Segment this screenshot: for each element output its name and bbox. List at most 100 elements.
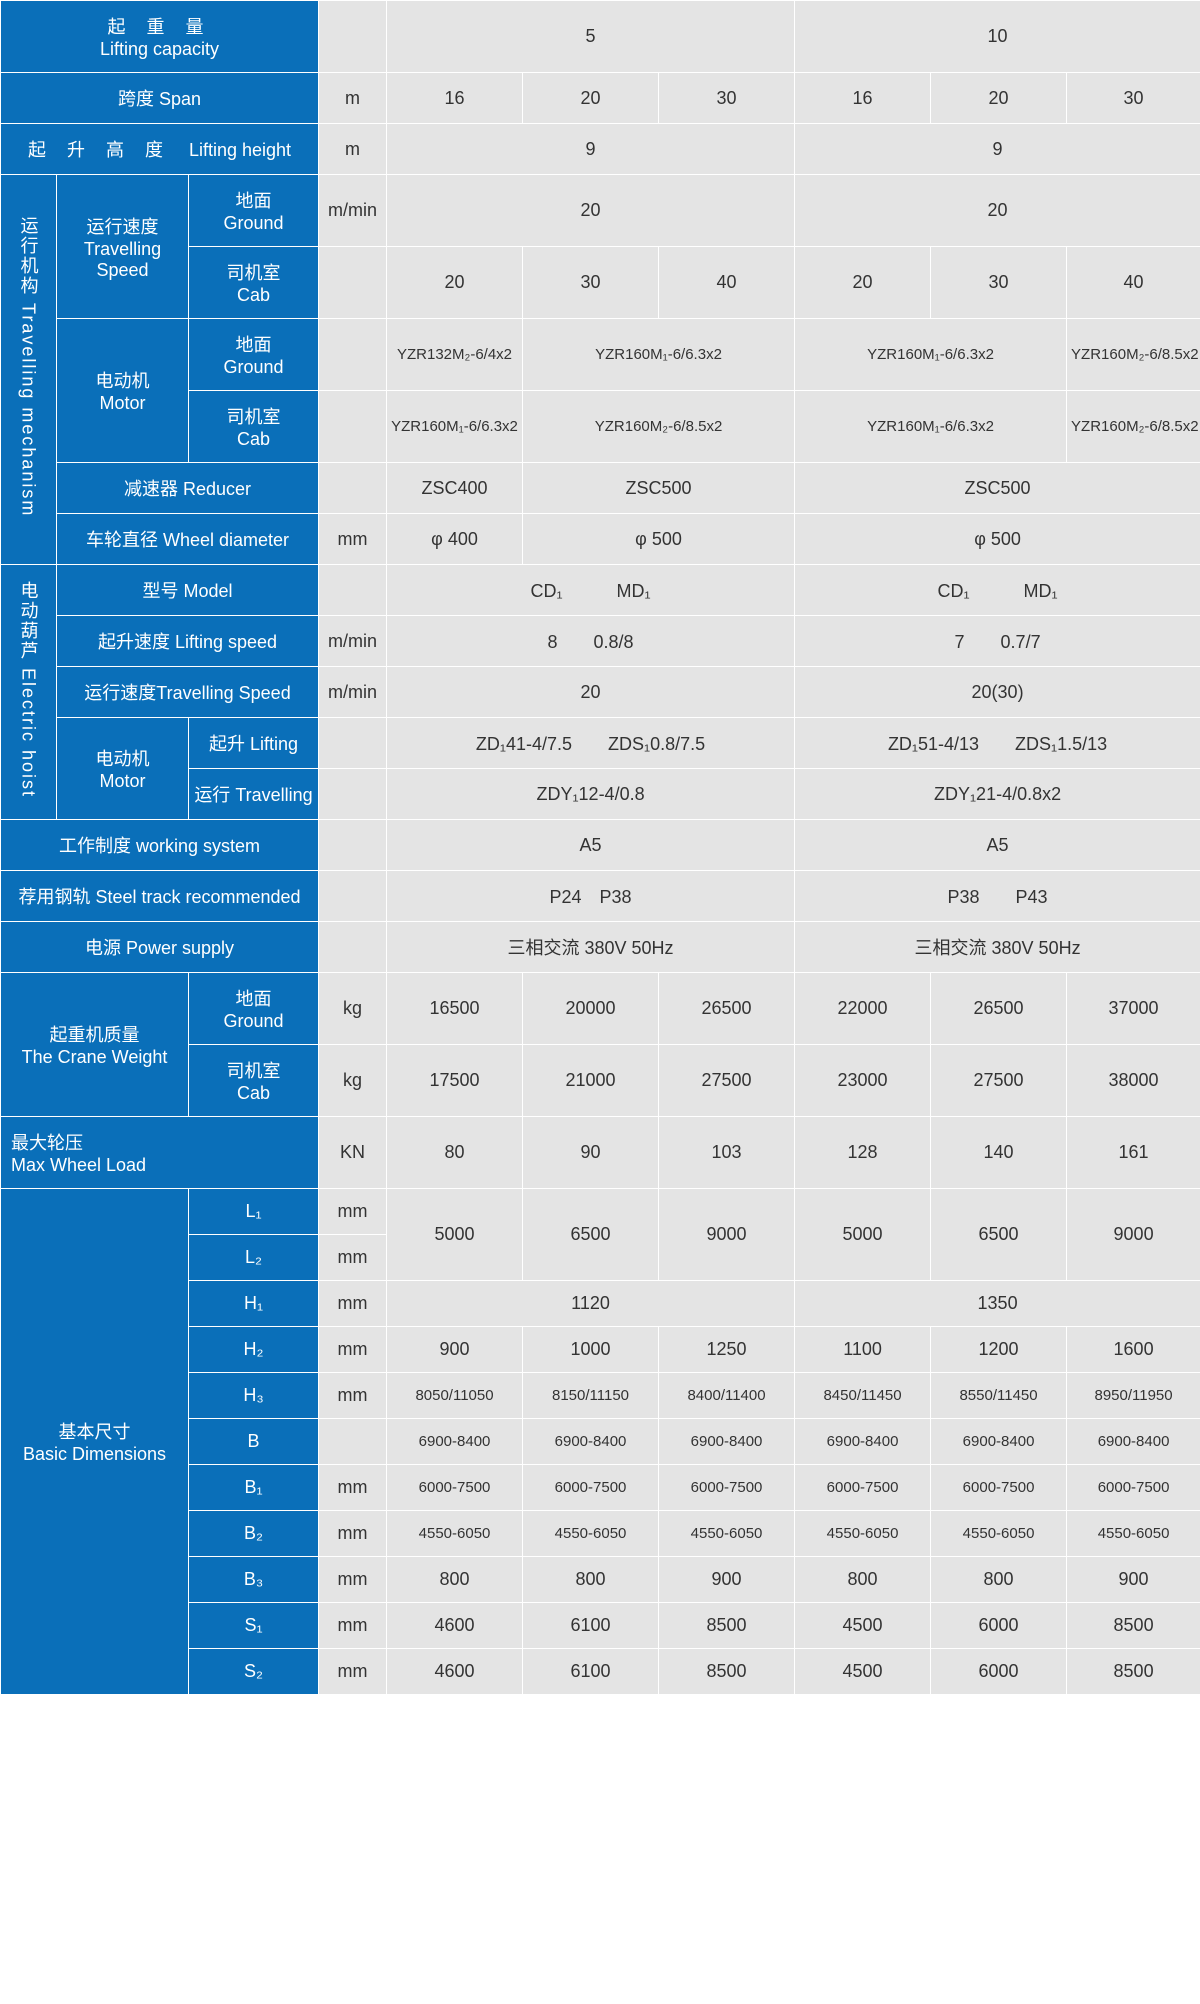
eh-trav-speed-label: 运行速度Travelling Speed [57,667,319,718]
lh-unit: m [319,124,387,175]
eh-model-v1: CD₁ MD₁ [387,565,795,616]
trav-speed-label: 运行速度Travelling Speed [57,175,189,319]
s2-1: 4600 [387,1649,523,1695]
ts-ground: 地面Ground [189,175,319,247]
eh-trav-speed-v1: 20 [387,667,795,718]
span-unit: m [319,73,387,124]
s1-3: 8500 [659,1603,795,1649]
ts-ground-unit: m/min [319,175,387,247]
lc-v1: 5 [387,1,795,73]
s2-6: 8500 [1067,1649,1200,1695]
eh-model-v2: CD₁ MD₁ [795,565,1200,616]
eh-lifting-label: 起升 Lifting [189,718,319,769]
ps-v2: 三相交流 380V 50Hz [795,922,1200,973]
h3-5: 8550/11450 [931,1373,1067,1419]
mw-unit: KN [319,1117,387,1189]
eh-travelling-label: 运行 Travelling [189,769,319,820]
h2-3: 1250 [659,1327,795,1373]
lc-unit-blank [319,1,387,73]
tm-mg-v1: YZR132M₂-6/4x2 [387,319,523,391]
ts-cab-v4: 20 [795,247,931,319]
tm-mc-v2: YZR160M₂-6/8.5x2 [523,391,795,463]
b-3: 6900-8400 [659,1419,795,1465]
b1-1: 6000-7500 [387,1465,523,1511]
cw-ground: 地面Ground [189,973,319,1045]
l-3: 9000 [659,1189,795,1281]
b2-unit: mm [319,1511,387,1557]
cw-g-5: 26500 [931,973,1067,1045]
s2-5: 6000 [931,1649,1067,1695]
span-v5: 20 [931,73,1067,124]
cw-cab: 司机室Cab [189,1045,319,1117]
b-2: 6900-8400 [523,1419,659,1465]
h1-v2: 1350 [795,1281,1200,1327]
ws-unit [319,820,387,871]
h1-unit: mm [319,1281,387,1327]
s1-6: 8500 [1067,1603,1200,1649]
reducer-v2: ZSC500 [523,463,795,514]
l-2: 6500 [523,1189,659,1281]
h1-v1: 1120 [387,1281,795,1327]
eh-motor-label: 电动机Motor [57,718,189,820]
l-5: 6500 [931,1189,1067,1281]
ts-cab: 司机室Cab [189,247,319,319]
span-label: 跨度 Span [1,73,319,124]
h2-unit: mm [319,1327,387,1373]
ts-cab-v2: 30 [523,247,659,319]
b3-5: 800 [931,1557,1067,1603]
tm-motor-ground: 地面Ground [189,319,319,391]
s1-1: 4600 [387,1603,523,1649]
ps-unit [319,922,387,973]
eh-lifting-v2: ZD₁51-4/13 ZDS₁1.5/13 [795,718,1200,769]
b3-2: 800 [523,1557,659,1603]
lh-v1: 9 [387,124,795,175]
l-1: 5000 [387,1189,523,1281]
s1-2: 6100 [523,1603,659,1649]
cw-g-unit: kg [319,973,387,1045]
b-1: 6900-8400 [387,1419,523,1465]
h3-3: 8400/11400 [659,1373,795,1419]
b1-5: 6000-7500 [931,1465,1067,1511]
eh-trav-v2: ZDY₁21-4/0.8x2 [795,769,1200,820]
st-v1: P24 P38 [387,871,795,922]
h1-label: H₁ [189,1281,319,1327]
eh-lifting-v1: ZD₁41-4/7.5 ZDS₁0.8/7.5 [387,718,795,769]
b1-2: 6000-7500 [523,1465,659,1511]
wheel-dia-unit: mm [319,514,387,565]
b-5: 6900-8400 [931,1419,1067,1465]
b2-3: 4550-6050 [659,1511,795,1557]
power-supply-label: 电源 Power supply [1,922,319,973]
h2-1: 900 [387,1327,523,1373]
cw-g-3: 26500 [659,973,795,1045]
b2-2: 4550-6050 [523,1511,659,1557]
b3-6: 900 [1067,1557,1200,1603]
ps-v1: 三相交流 380V 50Hz [387,922,795,973]
tm-mg-unit [319,319,387,391]
b3-label: B₃ [189,1557,319,1603]
wheel-dia-v2: φ 500 [523,514,795,565]
b1-4: 6000-7500 [795,1465,931,1511]
lift-speed-v1: 8 0.8/8 [387,616,795,667]
lift-speed-unit: m/min [319,616,387,667]
reducer-v3: ZSC500 [795,463,1200,514]
s1-5: 6000 [931,1603,1067,1649]
l1-unit: mm [319,1189,387,1235]
eh-trav-speed-unit: m/min [319,667,387,718]
b2-label: B₂ [189,1511,319,1557]
mw-1: 80 [387,1117,523,1189]
cw-c-2: 21000 [523,1045,659,1117]
tm-mc-v1: YZR160M₁-6/6.3x2 [387,391,523,463]
travelling-mechanism-group: 运行机构 Travelling mechanism [1,175,57,565]
lifting-height-label: 起 升 高 度 Lifting height [1,124,319,175]
span-v6: 30 [1067,73,1200,124]
reducer-unit [319,463,387,514]
s1-4: 4500 [795,1603,931,1649]
eh-trav-unit [319,769,387,820]
ts-cab-v3: 40 [659,247,795,319]
l2-label: L₂ [189,1235,319,1281]
l-6: 9000 [1067,1189,1200,1281]
tm-mc-v3: YZR160M₁-6/6.3x2 [795,391,1067,463]
ts-cab-v1: 20 [387,247,523,319]
cw-g-2: 20000 [523,973,659,1045]
tm-mc-unit [319,391,387,463]
